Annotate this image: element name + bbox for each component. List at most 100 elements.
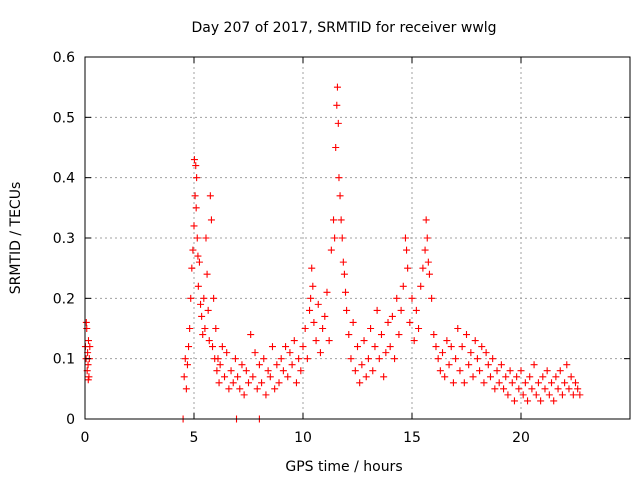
data-point	[345, 331, 353, 339]
data-point	[491, 385, 499, 393]
data-point	[182, 385, 190, 393]
data-point	[495, 379, 503, 387]
data-point	[447, 343, 455, 351]
data-point	[421, 246, 429, 254]
data-point	[84, 376, 92, 384]
data-point	[227, 367, 235, 375]
data-point	[251, 349, 259, 357]
data-point	[284, 373, 292, 381]
data-point	[307, 294, 315, 302]
data-point	[279, 367, 287, 375]
x-tick-label: 20	[512, 430, 530, 446]
data-point	[486, 373, 494, 381]
data-point	[343, 306, 351, 314]
data-point	[565, 385, 573, 393]
data-point	[337, 216, 345, 224]
x-tick-label: 0	[81, 430, 90, 446]
data-point	[543, 367, 551, 375]
data-point	[282, 343, 290, 351]
data-point	[309, 282, 317, 290]
data-point	[497, 361, 505, 369]
data-point	[202, 234, 210, 242]
data-point	[428, 294, 436, 302]
data-point	[212, 325, 220, 332]
data-point	[517, 367, 525, 375]
data-point	[209, 343, 217, 351]
data-point	[513, 373, 521, 381]
data-point	[193, 234, 201, 242]
chart-title: Day 207 of 2017, SRMTID for receiver wwl…	[191, 20, 496, 36]
data-point	[412, 306, 420, 314]
data-point	[473, 355, 481, 363]
y-tick-label: 0.5	[53, 110, 75, 126]
data-point	[323, 288, 331, 296]
data-point	[476, 367, 484, 375]
data-point	[439, 349, 447, 357]
data-point	[354, 343, 361, 351]
y-tick-label: 0.1	[53, 352, 75, 368]
data-point	[574, 385, 582, 393]
data-point	[83, 325, 91, 332]
data-point	[198, 312, 206, 320]
data-point	[229, 379, 237, 387]
data-point	[338, 234, 346, 242]
data-point	[288, 361, 296, 369]
data-point	[456, 367, 464, 375]
data-point	[425, 270, 433, 278]
data-point	[201, 325, 209, 332]
data-point	[234, 373, 242, 381]
data-point	[204, 306, 212, 314]
data-point	[266, 373, 274, 381]
data-point	[231, 355, 239, 363]
data-point	[331, 234, 339, 242]
data-point	[340, 270, 348, 278]
data-point	[358, 361, 366, 369]
data-point	[333, 83, 341, 91]
y-tick-label: 0.6	[53, 50, 75, 66]
data-point	[223, 349, 231, 357]
data-point	[391, 355, 399, 363]
data-point	[327, 246, 335, 254]
data-point	[193, 174, 201, 182]
data-point	[197, 300, 205, 308]
data-point	[292, 379, 300, 387]
data-point	[299, 343, 307, 351]
data-point	[362, 373, 370, 381]
data-point	[275, 379, 283, 387]
data-point	[286, 349, 294, 357]
data-point	[364, 355, 372, 363]
data-point	[567, 373, 575, 381]
data-point	[295, 355, 303, 363]
x-tick-label: 10	[294, 430, 312, 446]
data-point	[532, 391, 540, 399]
data-point	[471, 337, 479, 345]
y-tick-label: 0	[66, 412, 75, 428]
data-point	[277, 355, 285, 363]
data-point	[482, 349, 490, 357]
data-point	[205, 337, 213, 345]
data-point	[458, 343, 466, 351]
data-point	[325, 337, 333, 345]
data-point	[297, 367, 305, 375]
x-tick-label: 15	[403, 430, 421, 446]
data-point	[554, 385, 562, 393]
data-point	[249, 373, 257, 381]
data-point	[424, 258, 432, 266]
data-point	[186, 325, 194, 332]
data-point	[308, 264, 316, 272]
data-point	[316, 349, 324, 357]
data-point	[404, 264, 412, 272]
data-point	[467, 349, 475, 357]
data-point	[419, 264, 427, 272]
data-point	[445, 361, 453, 369]
data-point	[469, 373, 477, 381]
data-point	[504, 391, 512, 399]
data-point	[377, 331, 385, 339]
data-point	[332, 144, 340, 151]
x-axis-label: GPS time / hours	[285, 459, 402, 475]
data-point	[406, 318, 414, 326]
data-point	[386, 343, 394, 351]
data-point	[408, 294, 416, 302]
data-point	[422, 216, 430, 224]
